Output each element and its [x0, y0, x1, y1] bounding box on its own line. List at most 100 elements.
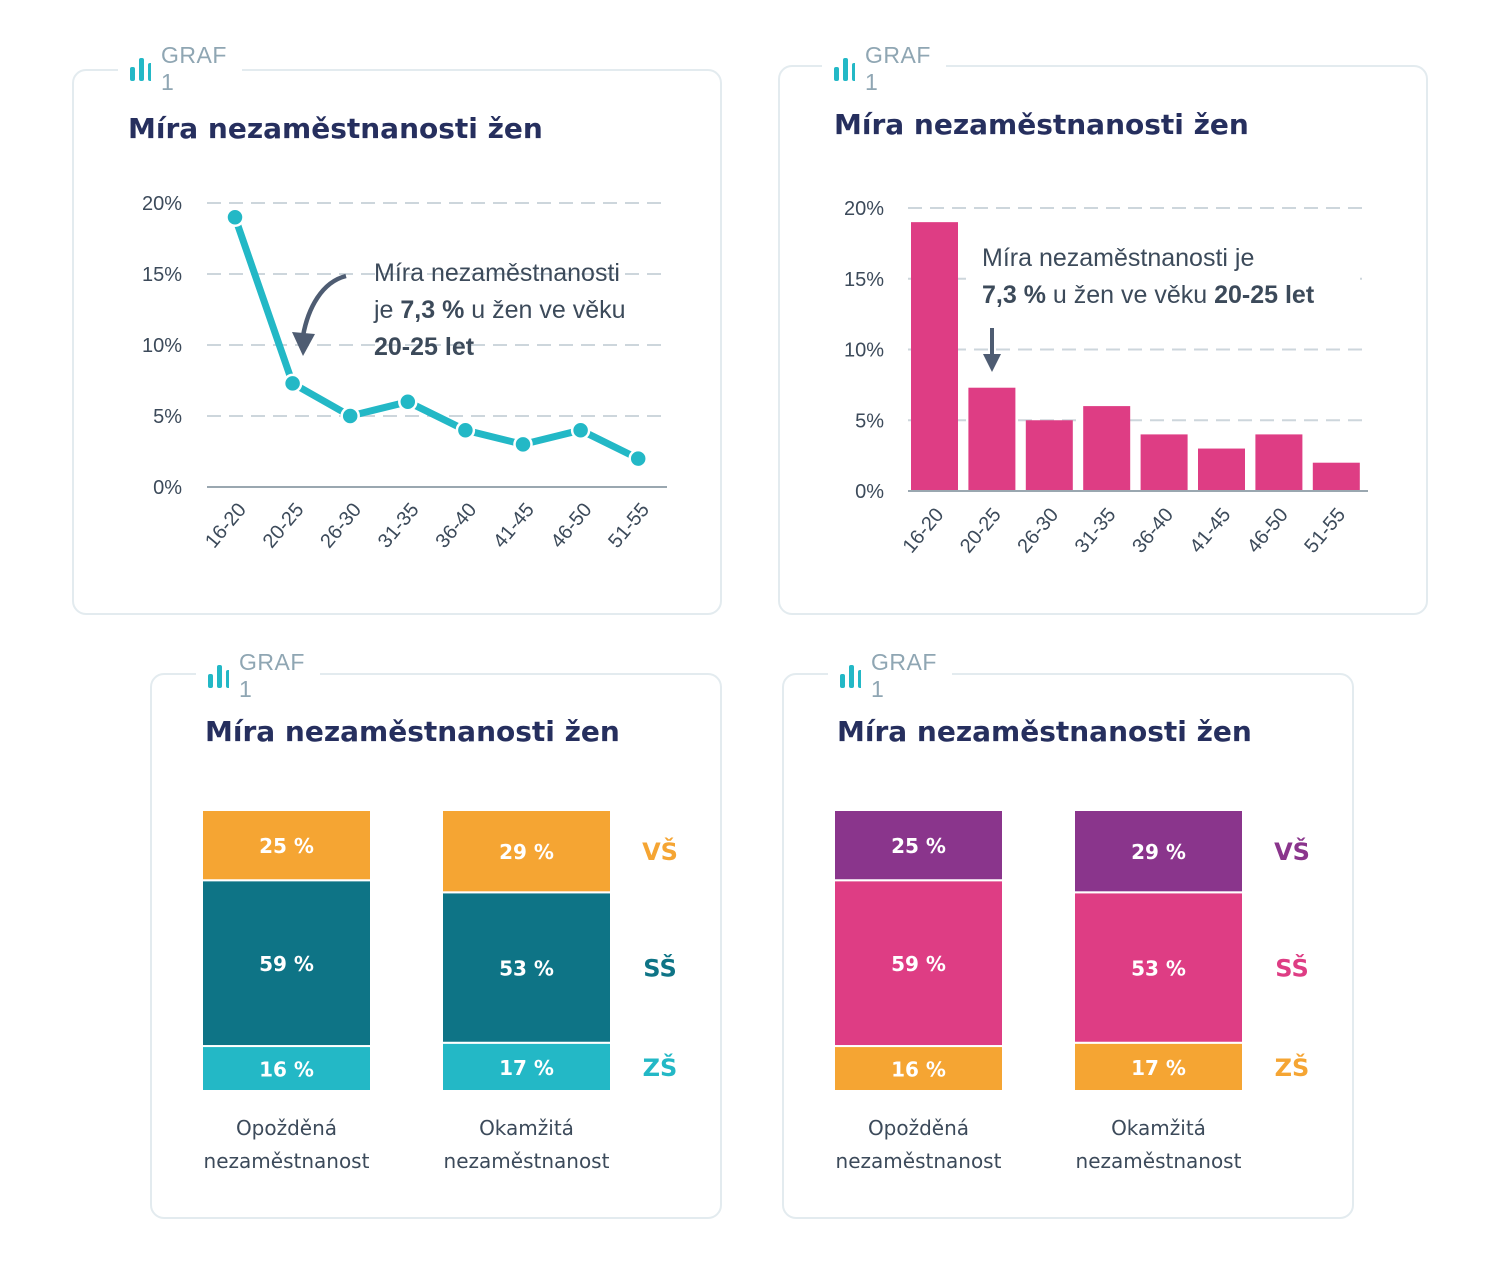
category-label: Opožděná	[236, 1116, 337, 1140]
data-point	[455, 420, 476, 440]
y-tick-label: 0%	[153, 477, 182, 499]
x-tick-label: 51-55	[1300, 504, 1350, 557]
segment-label: 53 %	[1131, 957, 1186, 981]
bar	[911, 222, 958, 491]
x-tick-label: 46-50	[547, 499, 597, 552]
category-label: nezaměstnanost	[1076, 1149, 1242, 1173]
bar-chart-icon	[208, 665, 230, 688]
arrow-head-icon	[983, 354, 1001, 372]
bar	[1140, 434, 1188, 491]
bar-segment	[1073, 809, 1244, 894]
bar-chart-icon	[834, 58, 856, 81]
x-tick-label: 31-35	[374, 499, 424, 552]
x-tick-label: 26-30	[316, 499, 366, 552]
data-point	[398, 392, 418, 412]
x-tick-label: 36-40	[1128, 504, 1178, 557]
segment-label: 59 %	[891, 952, 946, 976]
line-chart: 0% 5% 10% 15% 20% 16-20 20-25 26-30 31-35 36-40 41…	[142, 193, 667, 552]
data-point	[570, 420, 591, 440]
annotation-line: je 7,3 % u žen ve věku	[373, 296, 626, 324]
y-tick-label: 0%	[855, 481, 884, 503]
bar-segment	[201, 809, 372, 882]
series-line	[231, 213, 642, 463]
segment-label: 59 %	[259, 952, 314, 976]
caption-text: GRAF 1	[161, 42, 227, 95]
segment-label: 17 %	[1131, 1056, 1186, 1080]
graph-caption: GRAF 1	[118, 42, 242, 95]
annotation-line: Míra nezaměstnanosti je	[982, 244, 1254, 272]
data-point	[225, 207, 245, 227]
legend-label: VŠ	[642, 836, 678, 866]
annotation-line: Míra nezaměstnanosti	[374, 259, 620, 287]
legend-label: ZŠ	[643, 1052, 678, 1082]
y-tick-label: 15%	[844, 269, 884, 291]
stacked-bar-chart: 16 % 17 % ZŠ 59 % 53 % SŠ 25 % 29 % VŠ Opožděná ne…	[833, 809, 1310, 1173]
x-tick-label: 41-45	[489, 499, 539, 552]
x-tick-label: 20-25	[259, 499, 309, 552]
x-tick-label: 36-40	[431, 499, 481, 552]
annotation-line: 7,3 % u žen ve věku 20-25 let	[982, 281, 1315, 309]
segment-label: 25 %	[891, 834, 946, 858]
bar	[1083, 406, 1131, 491]
segment-label: 25 %	[259, 834, 314, 858]
x-tick-label: 31-35	[1071, 504, 1121, 557]
legend-label: SŠ	[643, 953, 677, 983]
category-label: nezaměstnanost	[444, 1149, 610, 1173]
bar-segment	[201, 1045, 372, 1093]
panel-frame	[778, 65, 1428, 615]
category-label: nezaměstnanost	[836, 1149, 1002, 1173]
data-point	[513, 434, 533, 455]
caption-text: GRAF 1	[871, 649, 937, 702]
bar-segment	[441, 809, 612, 894]
category-label: Okamžitá	[1111, 1116, 1206, 1140]
bar-chart: 0% 5% 10% 15% 20% 16-20 20-25 26-30 31-35 36-40 41…	[844, 198, 1368, 557]
x-tick-label: 16-20	[201, 499, 251, 552]
data-point	[340, 406, 360, 426]
category-label: Opožděná	[868, 1116, 969, 1140]
bar	[1198, 448, 1245, 491]
chart-title: Míra nezaměstnanosti žen	[128, 112, 543, 145]
segment-label: 17 %	[499, 1056, 554, 1080]
bar	[1025, 420, 1073, 491]
bar	[968, 387, 1016, 491]
chart-title: Míra nezaměstnanosti žen	[834, 108, 1249, 141]
bar	[1255, 434, 1303, 491]
caption-text: GRAF 1	[239, 649, 305, 702]
bar-segment	[833, 1045, 1004, 1093]
bar-segment	[441, 1041, 612, 1093]
bar	[1312, 462, 1360, 491]
chart-title: Míra nezaměstnanosti žen	[205, 715, 620, 748]
annotation-arrow	[300, 273, 347, 337]
y-tick-label: 20%	[844, 198, 884, 220]
graph-caption: GRAF 1	[822, 42, 946, 95]
segment-label: 29 %	[499, 840, 554, 864]
x-tick-label: 16-20	[899, 504, 949, 557]
y-tick-label: 5%	[153, 406, 182, 428]
segment-label: 16 %	[259, 1058, 314, 1082]
bar-segment	[833, 809, 1004, 882]
legend-label: ZŠ	[1275, 1052, 1310, 1082]
bar-chart-icon	[840, 665, 862, 688]
data-point	[282, 373, 303, 394]
panel-frame	[72, 69, 722, 615]
panel-frame	[150, 673, 722, 1219]
graph-caption: GRAF 1	[828, 649, 952, 702]
x-tick-label: 26-30	[1013, 504, 1063, 557]
data-point	[628, 448, 648, 469]
category-label: Okamžitá	[479, 1116, 574, 1140]
x-tick-label: 46-50	[1243, 504, 1293, 557]
bar-segment	[201, 879, 372, 1048]
bar-chart-icon	[130, 58, 152, 81]
segment-label: 53 %	[499, 957, 554, 981]
chart-title: Míra nezaměstnanosti žen	[837, 715, 1252, 748]
y-tick-label: 20%	[142, 193, 182, 215]
bar-segment	[441, 891, 612, 1044]
graph-caption: GRAF 1	[196, 649, 320, 702]
y-tick-label: 10%	[844, 340, 884, 362]
segment-label: 16 %	[891, 1058, 946, 1082]
x-tick-label: 51-55	[604, 499, 654, 552]
bar-segment	[1073, 891, 1244, 1044]
stacked-bar-chart: 16 % 17 % ZŠ 59 % 53 % SŠ 25 % 29 % VŠ Opožděná ne…	[201, 809, 678, 1173]
arrow-head-icon	[292, 332, 315, 356]
segment-label: 29 %	[1131, 840, 1186, 864]
